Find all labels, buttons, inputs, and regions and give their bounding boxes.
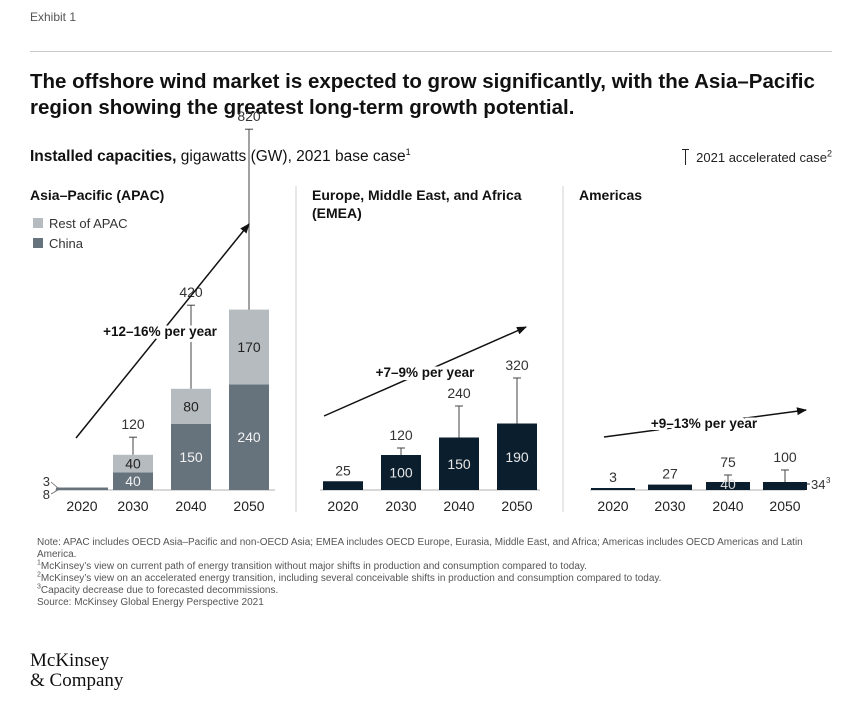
- x-tick-label: 2020: [597, 498, 628, 514]
- bar-base-case: [323, 481, 363, 490]
- data-label-above: 25: [335, 462, 351, 478]
- chart-area: 2020382030404012020401508042020502401708…: [43, 108, 831, 514]
- x-tick-label: 2050: [769, 498, 800, 514]
- accelerated-value-label: 240: [447, 385, 471, 401]
- data-label-rest: 3: [43, 474, 50, 489]
- bar-base-case: [497, 423, 537, 490]
- data-label-china: 150: [179, 449, 203, 465]
- logo-line-2: & Company: [30, 670, 124, 691]
- data-label-rest: 80: [183, 398, 199, 414]
- bar-rest: [171, 388, 211, 424]
- legend-swatch-rest: [33, 218, 43, 228]
- bar-china: [229, 384, 269, 490]
- exhibit-label: Exhibit 1: [30, 10, 77, 24]
- mckinsey-logo: McKinsey & Company: [30, 651, 123, 691]
- whisker-icon: [682, 149, 693, 165]
- legend-rest-of-apac: Rest of APAC: [33, 216, 128, 231]
- bar-base-case: [381, 455, 421, 490]
- x-tick-label: 2040: [712, 498, 743, 514]
- accelerated-value-label: 120: [389, 427, 413, 443]
- panel-title-emea: Europe, Middle East, and Africa (EMEA): [312, 187, 522, 221]
- bar-china: [171, 424, 211, 490]
- accelerated-value-label: 120: [121, 416, 145, 432]
- subtitle-bold: Installed capacities,: [30, 148, 177, 165]
- panel-title-americas: Americas: [579, 187, 643, 203]
- x-tick-label: 2040: [175, 498, 206, 514]
- logo-line-1: McKinsey: [30, 650, 110, 671]
- footnote-1: 1McKinsey’s view on current path of ener…: [37, 559, 587, 572]
- accelerated-value-label: 320: [505, 357, 529, 373]
- data-label-inside: 100: [389, 465, 413, 481]
- x-tick-label: 2030: [654, 498, 685, 514]
- footnote-marker: 3: [826, 476, 831, 485]
- data-label-china: 40: [125, 473, 141, 489]
- growth-arrow: [323, 326, 527, 417]
- x-tick-label: 2030: [385, 498, 416, 514]
- data-label-decommission: 34: [811, 477, 825, 492]
- data-label-china: 240: [237, 429, 261, 445]
- x-tick-label: 2020: [327, 498, 358, 514]
- growth-rate-label: +9–13% per year: [651, 416, 758, 431]
- source-note: Source: McKinsey Global Energy Perspecti…: [37, 597, 264, 608]
- bar-base-case: [439, 437, 479, 490]
- top-divider: [30, 51, 832, 52]
- accelerated-value-label: 75: [720, 454, 736, 470]
- legend-china: China: [33, 236, 83, 251]
- footnotes: Note: APAC includes OECD Asia–Pacific an…: [37, 537, 817, 609]
- data-label-inside: 150: [447, 456, 471, 472]
- data-label-above: 27: [662, 466, 678, 482]
- data-label-above: 3: [609, 469, 617, 485]
- bar-base-case: [591, 488, 635, 490]
- growth-arrow: [603, 407, 807, 438]
- subtitle-rest: gigawatts (GW), 2021 base case: [176, 148, 406, 165]
- growth-arrow: [75, 223, 250, 439]
- label-leader: [50, 489, 59, 495]
- chart-title: The offshore wind market is expected to …: [30, 70, 815, 119]
- bar-base-case: [706, 482, 750, 490]
- bar-2020-china: [56, 488, 108, 490]
- subtitle-sup: 1: [405, 146, 411, 157]
- data-label-inside: 40: [720, 476, 736, 492]
- accelerated-legend-label: 2021 accelerated case: [696, 150, 827, 165]
- data-label-rest: 40: [125, 456, 141, 472]
- x-tick-label: 2050: [501, 498, 532, 514]
- x-tick-label: 2020: [66, 498, 97, 514]
- legend-swatch-china: [33, 238, 43, 248]
- x-tick-label: 2030: [117, 498, 148, 514]
- data-label-rest: 170: [237, 339, 261, 355]
- bar-base-case: [763, 482, 807, 490]
- legend-label-china: China: [49, 236, 83, 251]
- bar-2020-rest: [56, 487, 108, 488]
- data-label-china: 8: [43, 487, 50, 502]
- footnote-3: 3Capacity decrease due to forecasted dec…: [37, 583, 279, 596]
- bar-china: [113, 472, 153, 490]
- chart-subtitle: Installed capacities, gigawatts (GW), 20…: [30, 146, 411, 166]
- accelerated-value-label: 820: [237, 108, 261, 124]
- accelerated-legend-sup: 2: [826, 148, 832, 159]
- bar-rest: [113, 454, 153, 473]
- growth-rate-label: +7–9% per year: [376, 365, 475, 380]
- x-tick-label: 2050: [233, 498, 264, 514]
- legend-label-rest: Rest of APAC: [49, 216, 128, 231]
- x-tick-label: 2040: [443, 498, 474, 514]
- footnote-2: 2McKinsey’s view on an accelerated energ…: [37, 571, 662, 584]
- accelerated-value-label: 100: [773, 449, 797, 465]
- accelerated-case-legend: 2021 accelerated case2: [682, 148, 832, 165]
- growth-rate-label: +12–16% per year: [103, 324, 217, 339]
- bar-rest: [229, 309, 269, 385]
- panel-title-apac: Asia–Pacific (APAC): [30, 187, 165, 203]
- bar-base-case: [648, 484, 692, 490]
- label-leader: [50, 481, 59, 489]
- data-label-inside: 190: [505, 449, 529, 465]
- note-general: Note: APAC includes OECD Asia–Pacific an…: [37, 537, 803, 560]
